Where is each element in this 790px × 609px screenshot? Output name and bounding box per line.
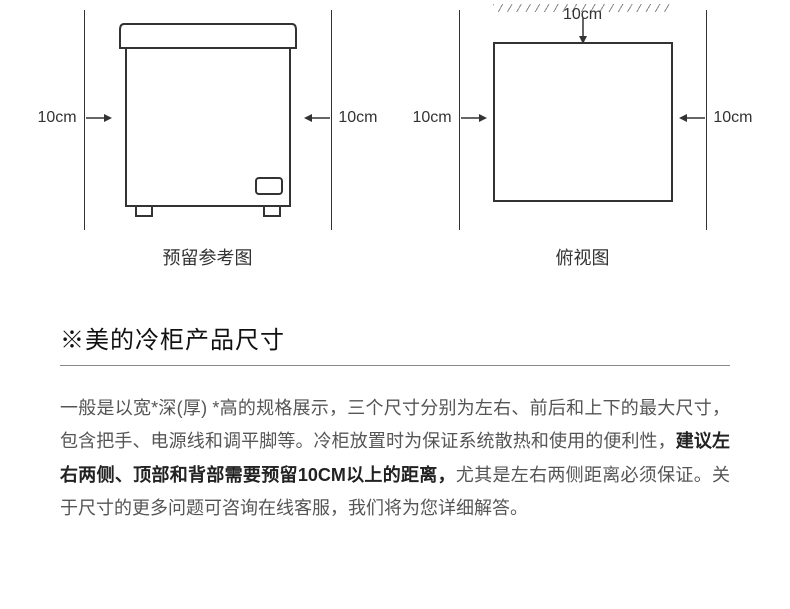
clearance-label-right: 10cm bbox=[713, 109, 752, 127]
body-text-1: 一般是以宽*深(厚) *高的规格展示，三个尺寸分别为左右、前后和上下的最大尺寸，… bbox=[60, 398, 730, 451]
caption-front: 预留参考图 bbox=[163, 244, 253, 270]
arrow-down-icon bbox=[576, 18, 590, 44]
guide-line-left bbox=[84, 10, 85, 230]
diagram-top-view: 10cm 10cm 10cm 俯视图 bbox=[413, 10, 753, 270]
clearance-label-left: 10cm bbox=[38, 109, 77, 127]
caption-top: 俯视图 bbox=[556, 244, 610, 270]
guide-line-right bbox=[706, 10, 707, 230]
guide-line-right bbox=[331, 10, 332, 230]
clearance-label-left: 10cm bbox=[413, 109, 452, 127]
arrow-right-icon bbox=[461, 111, 487, 125]
freezer-top-rect bbox=[493, 42, 673, 202]
content-section: ※美的冷柜产品尺寸 一般是以宽*深(厚) *高的规格展示，三个尺寸分别为左右、前… bbox=[0, 290, 790, 525]
arrow-left-icon bbox=[304, 111, 330, 125]
diagram-front-area: 10cm 10cm bbox=[38, 10, 378, 226]
diagram-top-area: 10cm 10cm 10cm bbox=[413, 10, 753, 226]
arrow-right-icon bbox=[86, 111, 112, 125]
body-paragraph: 一般是以宽*深(厚) *高的规格展示，三个尺寸分别为左右、前后和上下的最大尺寸，… bbox=[60, 392, 730, 525]
diagrams-row: 10cm 10cm 预留参考图 10cm 10cm bbox=[0, 0, 790, 290]
section-title: ※美的冷柜产品尺寸 bbox=[60, 320, 730, 366]
diagram-front-view: 10cm 10cm 预留参考图 bbox=[38, 10, 378, 270]
clearance-label-right: 10cm bbox=[338, 109, 377, 127]
arrow-left-icon bbox=[679, 111, 705, 125]
guide-line-left bbox=[459, 10, 460, 230]
freezer-illustration bbox=[118, 22, 298, 222]
